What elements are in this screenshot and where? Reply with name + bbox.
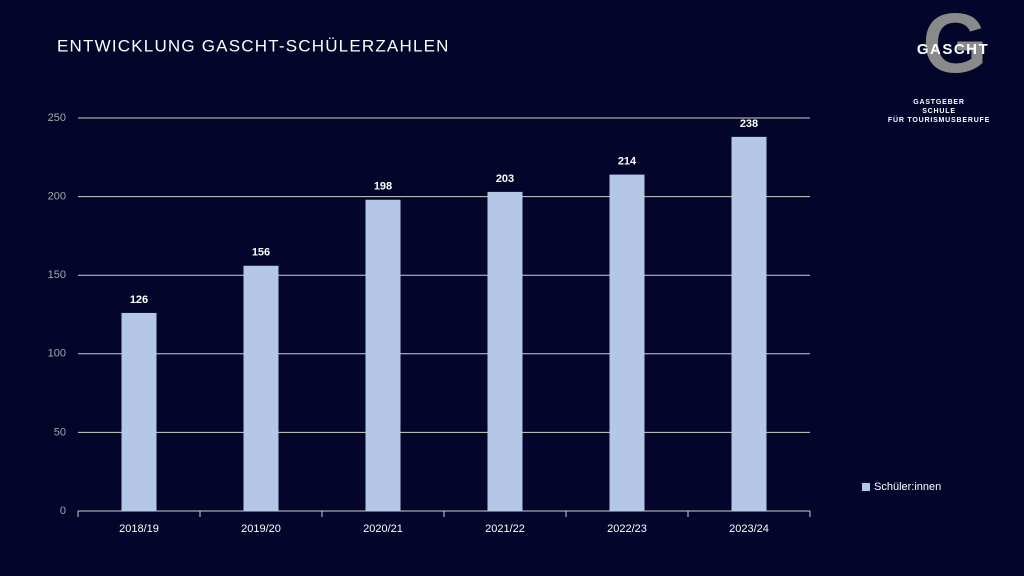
y-tick-label: 100 <box>48 348 66 360</box>
chart-title: ENTWICKLUNG GASCHT-SCHÜLERZAHLEN <box>57 36 450 55</box>
x-tick-label: 2018/19 <box>119 523 159 535</box>
y-tick-label: 50 <box>54 426 66 438</box>
value-label: 126 <box>130 294 148 306</box>
y-tick-label: 150 <box>48 269 66 281</box>
y-tick-label: 200 <box>48 191 66 203</box>
bar <box>365 199 401 511</box>
x-tick-label: 2022/23 <box>607 523 647 535</box>
logo-line: FÜR TOURISMUSBERUFE <box>888 115 990 124</box>
x-tick-label: 2020/21 <box>363 523 403 535</box>
logo-letter: G <box>922 0 987 90</box>
y-tick-label: 250 <box>48 112 66 124</box>
logo-line: GASTGEBER <box>913 99 965 106</box>
value-label: 198 <box>374 181 392 193</box>
value-label: 203 <box>496 173 514 185</box>
logo-name: GASCHT <box>917 41 989 58</box>
bar <box>243 265 279 511</box>
bar <box>487 191 523 511</box>
x-tick-label: 2021/22 <box>485 523 525 535</box>
legend-swatch <box>862 483 870 491</box>
logo-line: SCHULE <box>922 108 956 115</box>
legend-label: Schüler:innen <box>874 481 941 493</box>
y-tick-label: 0 <box>60 505 66 517</box>
x-tick-label: 2023/24 <box>729 523 769 535</box>
x-tick-label: 2019/20 <box>241 523 281 535</box>
value-label: 156 <box>252 247 270 259</box>
bar <box>121 312 157 511</box>
bar <box>731 136 767 511</box>
value-label: 214 <box>618 155 637 167</box>
bar <box>609 174 645 512</box>
value-label: 238 <box>740 118 758 130</box>
